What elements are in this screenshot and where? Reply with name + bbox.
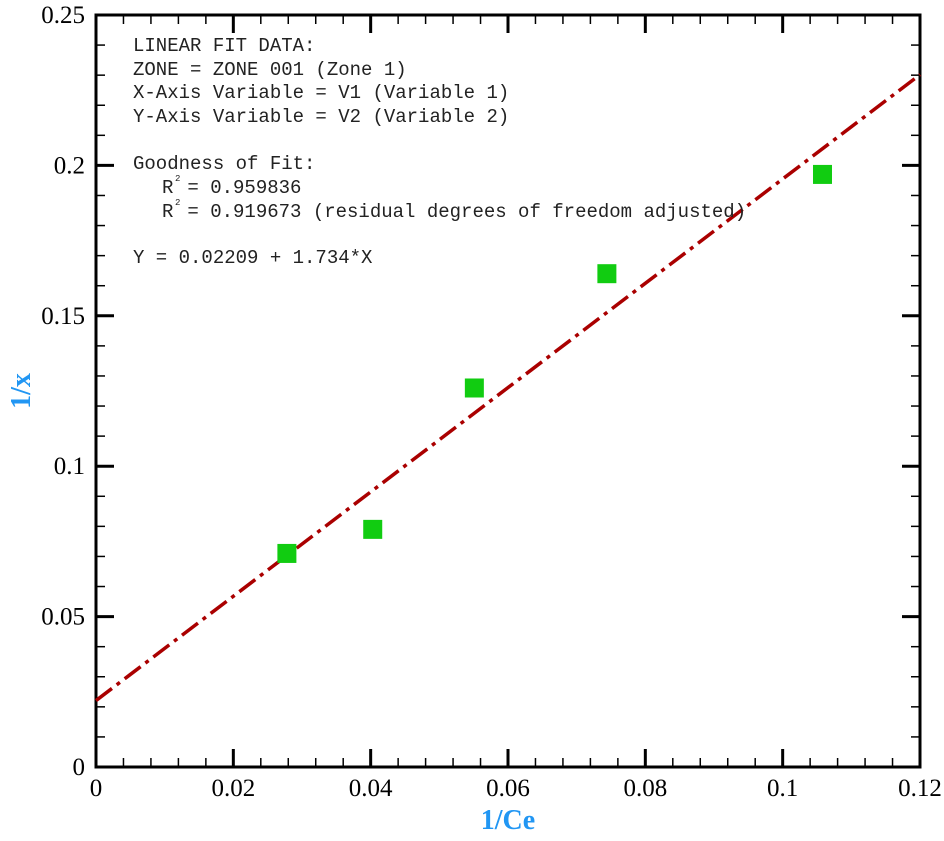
y-tick-label: 0.25 (41, 2, 85, 29)
y-tick-label: 0.15 (41, 303, 85, 330)
annotation-line: Y-Axis Variable = V2 (Variable 2) (133, 106, 509, 128)
y-tick-label: 0.1 (54, 453, 85, 480)
data-point (812, 164, 832, 184)
r2-label: R (162, 177, 173, 199)
x-tick-label: 0.08 (623, 775, 667, 802)
r2-adjusted-superscript: 2 (175, 198, 180, 208)
y-axis-title: 1/x (6, 373, 37, 409)
data-points (277, 164, 832, 563)
r2-adjusted-label: R (162, 201, 173, 223)
annotation-line: ZONE = ZONE 001 (Zone 1) (133, 59, 407, 81)
x-tick-label: 0.06 (486, 775, 530, 802)
r2-superscript: 2 (175, 174, 180, 184)
r2-adjusted-value: = 0.919673 (residual degrees of freedom … (176, 201, 746, 223)
data-point (363, 519, 383, 539)
data-point (277, 543, 297, 563)
fit-equation: Y = 0.02209 + 1.734*X (133, 247, 373, 269)
y-tick-label: 0.2 (54, 152, 85, 179)
annotation-line: X-Axis Variable = V1 (Variable 1) (133, 82, 509, 104)
axis-ticks (94, 13, 922, 769)
x-tick-label: 0.12 (898, 775, 942, 802)
x-tick-label: 0.1 (767, 775, 798, 802)
x-axis-title: 1/Ce (481, 805, 535, 836)
data-point (464, 378, 484, 398)
x-tick-label: 0.04 (349, 775, 393, 802)
y-tick-label: 0 (73, 754, 86, 781)
tick-labels: 0 0.02 0.04 0.06 0.08 0.1 0.12 0 0.05 0.1 0.15 0.2 0… (41, 2, 942, 802)
fit-annotation: LINEAR FIT DATA: ZONE = ZONE 001 (Zone 1… (133, 35, 746, 269)
y-tick-label: 0.05 (41, 604, 85, 631)
annotation-line: LINEAR FIT DATA: (133, 35, 315, 57)
fit-line (94, 73, 922, 702)
data-point (597, 264, 617, 284)
x-tick-label: 0 (90, 775, 103, 802)
annotation-line: Goodness of Fit: (133, 153, 315, 175)
x-tick-label: 0.02 (211, 775, 255, 802)
r2-value: = 0.959836 (176, 177, 301, 199)
